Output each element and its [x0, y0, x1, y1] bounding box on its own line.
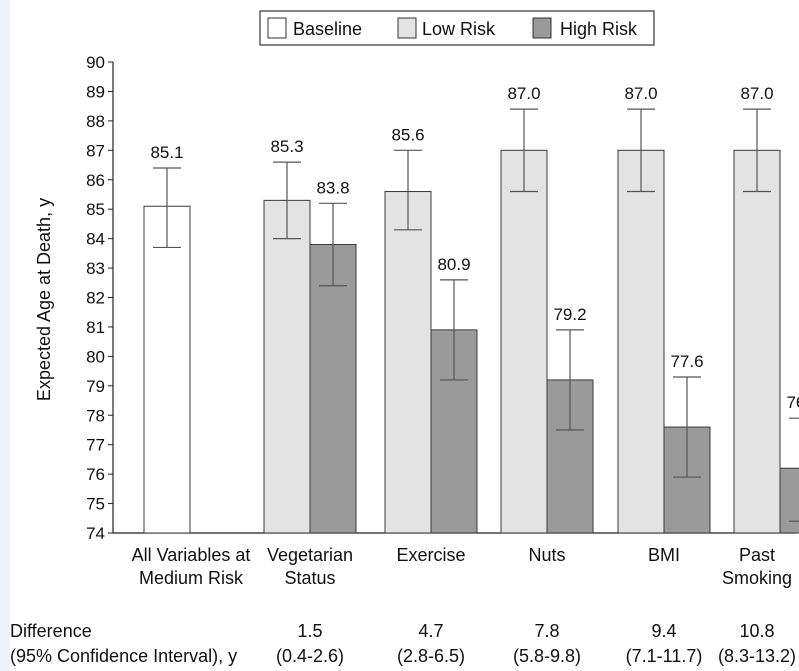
error-bars: [153, 108, 799, 522]
y-tick-label: 85: [86, 200, 105, 219]
category-label: Smoking: [722, 568, 792, 588]
category-label: Vegetarian: [267, 545, 353, 565]
legend-swatch: [267, 17, 287, 39]
bar-1-1: [263, 199, 311, 534]
category-label: Medium Risk: [139, 568, 244, 588]
bar-chart: Baseline Low Risk High Risk 74 75 76 77 78 79 80…: [10, 10, 799, 666]
category-label: Exercise: [396, 545, 465, 565]
difference-row-label: (95% Confidence Interval), y: [10, 646, 237, 666]
y-tick-label: 82: [86, 289, 105, 308]
difference-value: 4.7: [418, 621, 443, 641]
data-label: 85.6: [391, 125, 424, 144]
legend-box: [259, 10, 655, 46]
data-label: 87.0: [507, 84, 540, 103]
y-tick-label: 90: [86, 53, 105, 72]
category-label: Past: [739, 545, 775, 565]
y-tick-label: 89: [86, 82, 105, 101]
difference-value: 1.5: [297, 621, 322, 641]
data-label: 77.6: [670, 352, 703, 371]
difference-value: 7.8: [534, 621, 559, 641]
y-tick-label: 83: [86, 259, 105, 278]
data-label: 87.0: [740, 84, 773, 103]
y-tick-label: 77: [86, 436, 105, 455]
legend-label: High Risk: [560, 19, 638, 39]
y-axis-title: Expected Age at Death, y: [34, 198, 54, 401]
value-labels: 85.1 85.3 85.6 87.0 87.0 87.0 83.8 80.9 79.2 77.6…: [150, 84, 799, 412]
difference-interval: (8.3-13.2): [718, 646, 796, 666]
difference-value: 9.4: [651, 621, 676, 641]
category-label: Status: [284, 568, 335, 588]
figure: Baseline Low Risk High Risk 74 75 76 77 78 79 80…: [10, 0, 799, 671]
y-tick-label: 76: [86, 465, 105, 484]
legend-swatch: [397, 17, 417, 39]
y-tick-label: 74: [86, 524, 105, 543]
legend-label: Baseline: [293, 19, 362, 39]
difference-table: Difference (95% Confidence Interval), y 1.…: [10, 621, 796, 666]
y-tick-label: 78: [86, 406, 105, 425]
y-tick-label: 84: [86, 230, 105, 249]
y-axis: 74 75 76 77 78 79 80 81 82 83 84 85 86 87 88 89 90 Expect…: [34, 53, 796, 543]
data-label: 80.9: [437, 255, 470, 274]
y-tick-label: 75: [86, 495, 105, 514]
difference-interval: (2.8-6.5): [397, 646, 465, 666]
bar-1-2: [384, 191, 432, 534]
category-label: All Variables at: [132, 545, 251, 565]
y-tick-label: 81: [86, 318, 105, 337]
y-tick-label: 87: [86, 141, 105, 160]
bar-1-3: [500, 149, 548, 534]
bar-1-5: [733, 149, 781, 534]
category-label: Nuts: [528, 545, 565, 565]
data-label: 85.1: [150, 143, 183, 162]
y-tick-label: 79: [86, 377, 105, 396]
data-label: 76.2: [786, 393, 799, 412]
bars: [143, 149, 799, 534]
category-label: BMI: [648, 545, 680, 565]
data-label: 85.3: [270, 137, 303, 156]
difference-row-label: Difference: [10, 621, 92, 641]
bar-1-4: [617, 149, 665, 534]
y-tick-label: 80: [86, 347, 105, 366]
difference-interval: (5.8-9.8): [513, 646, 581, 666]
legend: Baseline Low Risk High Risk: [259, 10, 655, 46]
difference-interval: (7.1-11.7): [626, 646, 703, 666]
legend-label: Low Risk: [422, 19, 496, 39]
difference-interval: (0.4-2.6): [276, 646, 344, 666]
bar-0-0: [143, 205, 191, 534]
data-label: 83.8: [316, 178, 349, 197]
x-axis-categories: All Variables at Medium Risk Vegetarian Sta…: [132, 545, 792, 588]
bar-2-5: [779, 467, 799, 534]
data-label: 79.2: [553, 305, 586, 324]
data-label: 87.0: [624, 84, 657, 103]
bar-2-1: [309, 244, 357, 534]
legend-swatch: [532, 17, 552, 39]
difference-value: 10.8: [739, 621, 774, 641]
y-tick-label: 86: [86, 171, 105, 190]
y-tick-label: 88: [86, 112, 105, 131]
